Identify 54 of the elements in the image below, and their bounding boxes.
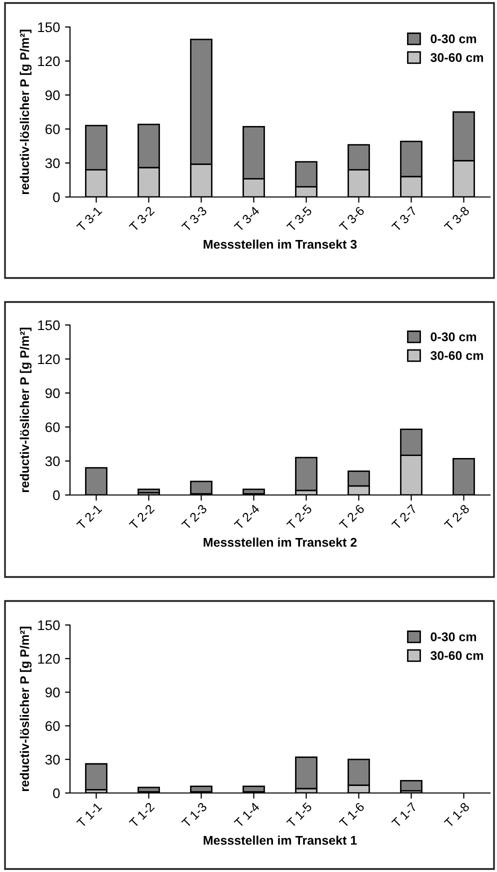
x-tick-label: T 3-3: [181, 206, 208, 232]
y-tick-label: 150: [38, 320, 60, 330]
y-tick-label: 90: [45, 388, 60, 398]
x-tick-label: T 3-8: [444, 206, 470, 232]
y-tick-label: 30: [45, 754, 60, 765]
y-tick-label: 30: [45, 456, 60, 466]
x-tick-label: T 1-5: [286, 802, 312, 828]
y-tick-label: 0: [53, 788, 60, 798]
y-tick-label: 90: [45, 90, 60, 100]
x-tick-label: T 2-2: [128, 504, 155, 530]
y-tick-label: 120: [38, 654, 60, 664]
y-axis-title: reductiv-löslicher P [g P/m²]: [20, 626, 32, 792]
x-tick-label: T 1-6: [338, 802, 365, 828]
x-tick-label: T 2-7: [391, 504, 418, 530]
y-tick-label: 60: [46, 422, 60, 432]
y-tick-label: 60: [46, 124, 60, 134]
x-tick-label: T 1-2: [128, 802, 155, 828]
x-tick-label: T 1-7: [391, 802, 418, 828]
x-tick-label: T 3-1: [76, 206, 102, 232]
x-tick-label: T 1-4: [234, 802, 260, 828]
x-tick-label: T 2-3: [181, 504, 208, 530]
y-tick-label: 120: [38, 56, 60, 66]
x-axis-title: Messstellen im Transekt 3: [204, 240, 357, 249]
x-tick-label: T 2-5: [286, 504, 312, 530]
y-tick-label: 30: [45, 158, 60, 168]
y-tick-label: 90: [45, 688, 60, 698]
y-axis-title: reductiv-löslicher P [g P/m²]: [20, 30, 32, 194]
legend-label: 0-30 cm: [430, 332, 476, 342]
legend-label: 30-60 cm: [430, 351, 483, 360]
legend-label: 0-30 cm: [430, 632, 476, 642]
x-tick-label: T 3-5: [286, 206, 312, 232]
y-tick-label: 0: [53, 490, 60, 500]
x-axis-title: Messstellen im Transekt 1: [204, 836, 357, 845]
x-tick-label: T 2-1: [76, 504, 102, 530]
legend-label: 30-60 cm: [430, 651, 483, 660]
legend-label: 30-60 cm: [430, 53, 483, 62]
x-tick-label: T 1-3: [181, 802, 208, 828]
x-tick-label: T 1-8: [444, 802, 470, 828]
y-tick-label: 150: [38, 620, 60, 630]
x-tick-label: T 3-4: [234, 206, 260, 232]
x-tick-label: T 1-1: [76, 802, 102, 828]
x-tick-label: T 3-2: [128, 206, 155, 232]
y-axis-title: reductiv-löslicher P [g P/m²]: [20, 328, 32, 492]
x-tick-label: T 2-8: [444, 504, 470, 530]
y-tick-label: 0: [53, 192, 60, 202]
x-tick-label: T 3-6: [338, 206, 365, 232]
y-tick-label: 60: [46, 721, 60, 731]
x-axis-title: Messstellen im Transekt 2: [204, 538, 357, 547]
x-tick-label: T 2-6: [338, 504, 365, 530]
x-tick-label: T 3-7: [391, 206, 418, 232]
y-tick-label: 150: [38, 22, 60, 32]
x-tick-label: T 2-4: [234, 504, 260, 530]
y-tick-label: 120: [38, 354, 60, 364]
legend-label: 0-30 cm: [430, 34, 476, 44]
